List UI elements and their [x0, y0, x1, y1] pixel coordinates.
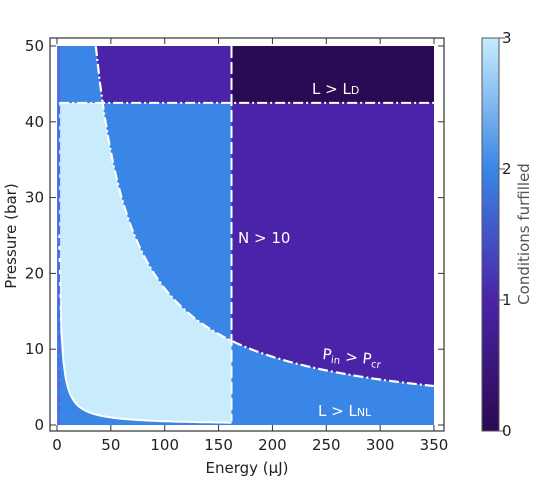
x-tick-label: 200: [258, 436, 287, 454]
y-tick-label: 20: [25, 264, 44, 282]
x-axis-title: Energy (μJ): [206, 459, 289, 477]
x-tick-label: 0: [52, 436, 62, 454]
x-tick-label: 350: [420, 436, 449, 454]
y-tick-label: 40: [25, 113, 44, 131]
colorbar-tick-label: 3: [502, 29, 512, 47]
boundary-pin-gt-pcr: [94, 46, 434, 388]
heatmap-regions: [57, 46, 434, 425]
y-axis-title: Pressure (bar): [2, 183, 20, 288]
plot-frame: [49, 37, 445, 432]
label-pin-gt-pcr: Pin > Pcr: [321, 345, 383, 371]
colorbar: [481, 37, 500, 432]
x-tick-label: 150: [204, 436, 233, 454]
colorbar-tick-label: 0: [502, 422, 512, 440]
x-tick-label: 300: [366, 436, 395, 454]
label-l-gt-lnl: L > LNL: [318, 402, 372, 420]
region-top-right: [231, 46, 434, 103]
colorbar-ticks: 0 1 2 3: [499, 29, 512, 440]
region-right-mid: [231, 102, 434, 387]
region-top-strip: [59, 46, 103, 103]
y-axis-ticks: 0 10 20 30 40 50: [25, 37, 444, 434]
label-n-gt-10: N > 10: [238, 229, 290, 247]
y-tick-label: 50: [25, 37, 44, 55]
colorbar-tick-label: 1: [502, 291, 512, 309]
x-tick-label: 100: [150, 436, 179, 454]
x-tick-label: 50: [101, 436, 120, 454]
y-tick-label: 10: [25, 340, 44, 358]
x-tick-label: 250: [312, 436, 341, 454]
y-tick-label: 30: [25, 189, 44, 207]
colorbar-tick-label: 2: [502, 160, 512, 178]
x-axis-ticks: 0 50 100 150 200 250 300 350: [52, 38, 448, 454]
colorbar-title: Conditions furfilled: [515, 163, 533, 305]
boundary-lines: [58, 46, 434, 425]
boundary-l-gt-lnl: [58, 235, 232, 424]
y-tick-label: 0: [34, 416, 44, 434]
label-l-gt-ld: L > LD: [312, 80, 359, 98]
region-light: [59, 102, 232, 423]
